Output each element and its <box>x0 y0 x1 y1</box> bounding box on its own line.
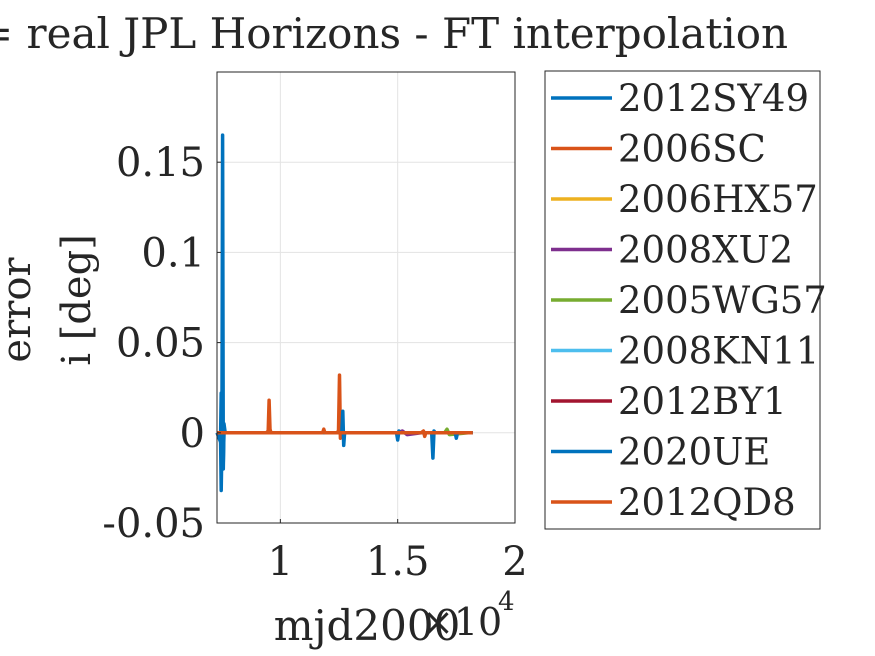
legend-label-2005WG57: 2005WG57 <box>618 279 827 322</box>
x-axis-label: mjd2000 <box>274 601 461 650</box>
x-tick-label: 1 <box>268 539 293 585</box>
x-exponent-base: ×10 <box>422 600 502 644</box>
y-axis-label-line-2: i [deg] <box>54 234 100 366</box>
legend-label-2006SC: 2006SC <box>618 128 766 171</box>
y-tick-label: 0.1 <box>141 230 205 276</box>
plot-series <box>215 133 473 493</box>
chart-title: = real JPL Horizons - FT interpolation <box>0 9 788 58</box>
legend-label-2008KN11: 2008KN11 <box>618 330 819 373</box>
x-exponent-label: ×10 4 <box>422 587 515 644</box>
legend-label-2020UE: 2020UE <box>618 431 770 474</box>
y-tick-label: 0 <box>180 411 205 457</box>
legend: 2012SY49 2006SC 2006HX57 2008XU2 2005WG57 200… <box>544 70 827 530</box>
y-tick-label: 0.05 <box>116 321 205 367</box>
y-tick-label: -0.05 <box>102 501 205 547</box>
x-tick-label: 1.5 <box>366 539 430 585</box>
legend-label-2012SY49: 2012SY49 <box>618 77 809 120</box>
legend-label-2008XU2: 2008XU2 <box>618 229 793 272</box>
plot-axes-box <box>216 71 516 524</box>
series-line-2012QD8 <box>217 427 473 439</box>
axis-ticks: 1 1.5 2 -0.05 0 0.05 0.1 0.15 <box>102 140 527 585</box>
y-axis-label: error i [deg] <box>0 234 100 366</box>
y-axis-label-line-1: error <box>0 257 40 363</box>
x-tick-label: 2 <box>502 539 527 585</box>
legend-label-2012BY1: 2012BY1 <box>618 380 787 423</box>
y-tick-label: 0.15 <box>116 140 205 186</box>
x-exponent-power: 4 <box>498 587 515 617</box>
legend-label-2012QD8: 2012QD8 <box>618 481 796 524</box>
legend-label-2006HX57: 2006HX57 <box>618 178 818 221</box>
